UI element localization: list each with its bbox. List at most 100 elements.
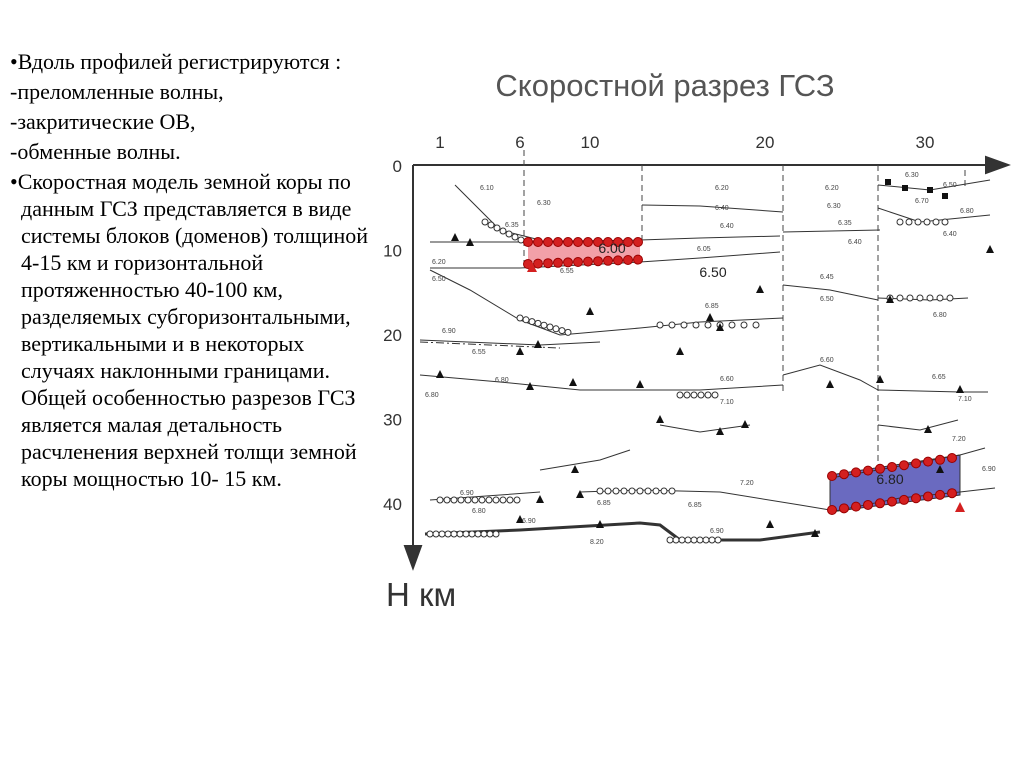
boundary-line (782, 364, 879, 391)
shot-point (536, 495, 544, 503)
depth-tick: 10 (383, 242, 402, 261)
observation-point (464, 496, 472, 504)
figure-title: Скоростной разрез ГСЗ (495, 68, 834, 103)
observation-point (740, 321, 748, 329)
boundary-line (429, 269, 784, 336)
observation-point (603, 237, 613, 247)
observation-point (513, 496, 521, 504)
axes (403, 155, 1011, 571)
observation-point (486, 530, 494, 538)
text-item: -обменные волны. (10, 139, 181, 164)
observation-point (676, 391, 684, 399)
observation-point (697, 391, 705, 399)
velocity-label: 6.60 (720, 376, 734, 383)
observation-point (487, 221, 495, 229)
observation-point (660, 487, 668, 495)
velocity-label: 6.80 (495, 377, 509, 384)
velocity-label: 6.80 (472, 508, 486, 515)
velocity-label: 6.90 (442, 328, 456, 335)
observation-point (450, 496, 458, 504)
observation-point (899, 494, 909, 505)
observation-point (546, 323, 554, 331)
velocity-label: 6.40 (715, 205, 729, 212)
observation-point (923, 491, 933, 502)
shot-point (656, 415, 664, 423)
observation-point (896, 218, 904, 226)
observation-point (485, 496, 493, 504)
observation-point (443, 496, 451, 504)
observation-point (863, 465, 873, 476)
observation-point (911, 458, 921, 469)
shot-point (586, 307, 594, 315)
observation-point (851, 467, 861, 478)
observation-point (493, 224, 501, 232)
observation-point (935, 489, 945, 500)
distance-tick: 6 (515, 133, 524, 152)
observation-point (839, 503, 849, 514)
distance-tick: 20 (756, 133, 775, 152)
observation-point (523, 237, 533, 247)
observation-point (499, 496, 507, 504)
velocity-label: 6.40 (943, 231, 957, 238)
observation-point (628, 487, 636, 495)
shot-point (451, 233, 459, 241)
observation-point (612, 487, 620, 495)
observation-point (432, 530, 440, 538)
depth-label: Н км (386, 576, 456, 613)
observation-point (583, 237, 593, 247)
observation-point (947, 453, 957, 463)
depth-tick: 0 (393, 157, 402, 176)
observation-point (633, 237, 643, 247)
boundary-line (877, 179, 991, 191)
observation-point (457, 496, 465, 504)
observation-point (492, 530, 500, 538)
velocity-label: 6.60 (820, 357, 834, 364)
observation-point (633, 254, 643, 265)
observation-point (899, 460, 909, 471)
observation-point (683, 391, 691, 399)
observation-point (926, 294, 934, 302)
observation-point (936, 294, 944, 302)
observation-point (851, 501, 861, 512)
velocity-label: 6.85 (688, 502, 702, 509)
shot-point (716, 427, 724, 435)
observation-point (593, 237, 603, 247)
shot-point (886, 295, 894, 303)
observation-point (863, 499, 873, 510)
boundary-line (579, 489, 831, 511)
observation-point (906, 294, 914, 302)
boundary-line (782, 284, 879, 301)
velocity-label: 6.55 (560, 268, 574, 275)
boundary-line (641, 204, 784, 213)
observation-point (492, 496, 500, 504)
shot-point (636, 380, 644, 388)
text-item: -преломленные волны, (10, 79, 224, 104)
observation-point (528, 318, 536, 326)
velocity-label: 6.85 (705, 303, 719, 310)
observation-point (896, 294, 904, 302)
velocity-label: 6.40 (848, 239, 862, 246)
observation-point (511, 233, 519, 241)
velocity-label: 6.50 (943, 182, 957, 189)
observation-point (558, 327, 566, 335)
text-item: •Скоростная модель земной коры по данным… (10, 169, 369, 491)
station (942, 193, 948, 199)
velocity-label: 6.80 (933, 312, 947, 319)
observation-point (573, 257, 583, 267)
observation-point (533, 258, 543, 269)
observation-point (505, 230, 513, 238)
observation-point (593, 256, 603, 267)
observation-point (875, 498, 885, 509)
observation-point (652, 487, 660, 495)
observation-point (462, 530, 470, 538)
observation-point (506, 496, 514, 504)
velocity-label: 6.90 (522, 518, 536, 525)
observation-point (522, 316, 530, 324)
observation-point (923, 218, 931, 226)
observation-point (696, 536, 704, 544)
shot-point (756, 285, 764, 293)
observation-point (668, 487, 676, 495)
observation-point (499, 227, 507, 235)
velocity-label: 7.20 (740, 480, 754, 487)
observation-point (690, 536, 698, 544)
